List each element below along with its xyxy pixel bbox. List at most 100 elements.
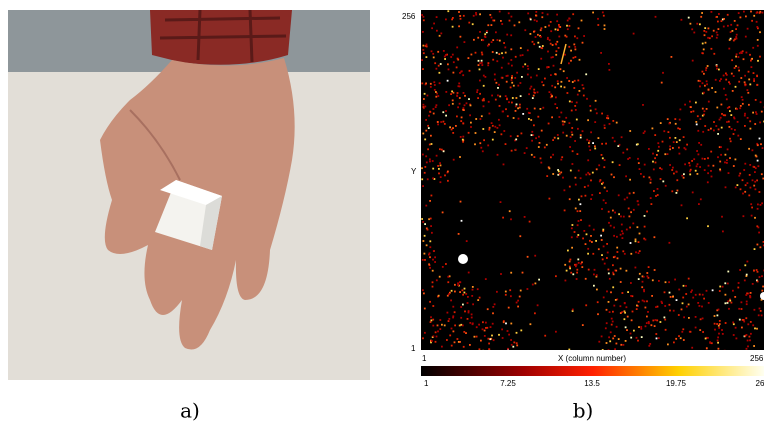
pixel: [606, 117, 608, 119]
pixel: [601, 143, 603, 145]
pixel: [636, 337, 638, 339]
pixel: [429, 144, 431, 146]
pixel: [598, 164, 600, 166]
pixel: [492, 125, 494, 127]
pixel: [608, 222, 610, 224]
pixel: [604, 125, 606, 127]
pixel: [726, 159, 728, 161]
pixel: [557, 83, 559, 85]
pixel: [754, 309, 756, 311]
pixel: [737, 24, 739, 26]
pixel: [594, 148, 596, 150]
pixel: [668, 281, 670, 283]
pixel: [583, 88, 585, 90]
pixel: [475, 132, 477, 134]
pixel: [696, 23, 698, 25]
pixel: [506, 34, 508, 36]
pixel: [510, 218, 512, 220]
pixel: [742, 179, 744, 181]
pixel: [728, 308, 730, 310]
pixel: [676, 141, 678, 143]
pixel: [734, 20, 736, 22]
pixel: [457, 106, 459, 108]
pixel: [580, 203, 582, 205]
pixel: [423, 293, 425, 295]
pixel: [736, 338, 738, 340]
pixel: [425, 205, 427, 207]
pixel: [535, 11, 537, 13]
pixel: [759, 276, 761, 278]
pixel: [704, 85, 706, 87]
pixel: [587, 253, 589, 255]
pixel: [430, 135, 432, 137]
pixel: [433, 113, 435, 115]
pixel: [655, 306, 657, 308]
pixel: [588, 142, 590, 144]
pixel: [571, 236, 573, 238]
pixel: [724, 162, 726, 164]
pixel: [431, 232, 433, 234]
pixel: [570, 136, 572, 138]
pixel: [505, 108, 507, 110]
pixel: [655, 162, 657, 164]
pixel: [739, 173, 741, 175]
pixel: [740, 138, 742, 140]
pixel: [477, 288, 479, 290]
pixel: [574, 36, 576, 38]
pixel: [644, 226, 646, 228]
pixel: [664, 319, 666, 321]
pixel: [698, 80, 700, 82]
pixel: [671, 190, 673, 192]
pixel: [531, 140, 533, 142]
pixel: [480, 340, 482, 342]
pixel: [457, 338, 459, 340]
pixel: [643, 290, 645, 292]
pixel: [691, 28, 693, 30]
pixel: [555, 54, 557, 56]
pixel: [569, 268, 571, 270]
pixel: [435, 331, 437, 333]
pixel: [489, 338, 491, 340]
pixel: [711, 342, 713, 344]
pixel: [471, 295, 473, 297]
pixel: [454, 284, 456, 286]
pixel: [469, 70, 471, 72]
pixel: [505, 143, 507, 145]
pixel: [477, 37, 479, 39]
pixel: [450, 93, 452, 95]
pixel: [557, 134, 559, 136]
pixel: [459, 341, 461, 343]
pixel: [604, 28, 606, 30]
pixel: [711, 176, 713, 178]
pixel: [740, 77, 742, 79]
pixel: [683, 136, 685, 138]
pixel: [732, 90, 734, 92]
pixel: [596, 274, 598, 276]
pixel: [752, 283, 754, 285]
pixel: [578, 199, 580, 201]
pixel: [455, 125, 457, 127]
pixel: [422, 337, 424, 339]
pixel: [463, 331, 465, 333]
pixel: [679, 128, 681, 130]
pixel: [744, 335, 746, 337]
pixel: [720, 154, 722, 156]
pixel: [654, 134, 656, 136]
pixel: [450, 56, 452, 58]
pixel: [531, 131, 533, 133]
pixel: [575, 208, 577, 210]
pixel: [729, 83, 731, 85]
pixel: [491, 122, 493, 124]
pixel: [678, 147, 680, 149]
pixel: [753, 270, 755, 272]
pixel: [626, 197, 628, 199]
pixel: [704, 27, 706, 29]
pixel: [596, 289, 598, 291]
pixel: [730, 140, 732, 142]
pixel: [508, 101, 510, 103]
pixel: [744, 191, 746, 193]
pixel: [590, 110, 592, 112]
pixel: [748, 148, 750, 150]
pixel: [649, 177, 651, 179]
pixel: [462, 136, 464, 138]
